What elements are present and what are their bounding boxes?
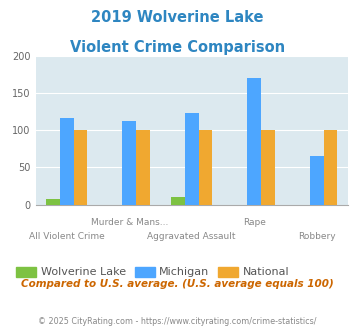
Text: Compared to U.S. average. (U.S. average equals 100): Compared to U.S. average. (U.S. average … <box>21 279 334 289</box>
Bar <box>122 121 136 205</box>
Bar <box>261 130 275 205</box>
Bar <box>323 130 337 205</box>
Text: Rape: Rape <box>243 218 266 227</box>
Bar <box>60 118 73 205</box>
Bar <box>198 130 212 205</box>
Bar <box>171 197 185 205</box>
Bar <box>310 155 323 205</box>
Text: Murder & Mans...: Murder & Mans... <box>91 218 168 227</box>
Text: 2019 Wolverine Lake: 2019 Wolverine Lake <box>91 10 264 25</box>
Bar <box>46 199 60 205</box>
Bar <box>136 130 150 205</box>
Bar <box>73 130 87 205</box>
Bar <box>185 113 198 205</box>
Legend: Wolverine Lake, Michigan, National: Wolverine Lake, Michigan, National <box>16 267 289 277</box>
Text: All Violent Crime: All Violent Crime <box>29 232 105 241</box>
Text: © 2025 CityRating.com - https://www.cityrating.com/crime-statistics/: © 2025 CityRating.com - https://www.city… <box>38 317 317 326</box>
Text: Violent Crime Comparison: Violent Crime Comparison <box>70 40 285 54</box>
Bar <box>247 78 261 205</box>
Text: Aggravated Assault: Aggravated Assault <box>147 232 236 241</box>
Text: Robbery: Robbery <box>298 232 335 241</box>
